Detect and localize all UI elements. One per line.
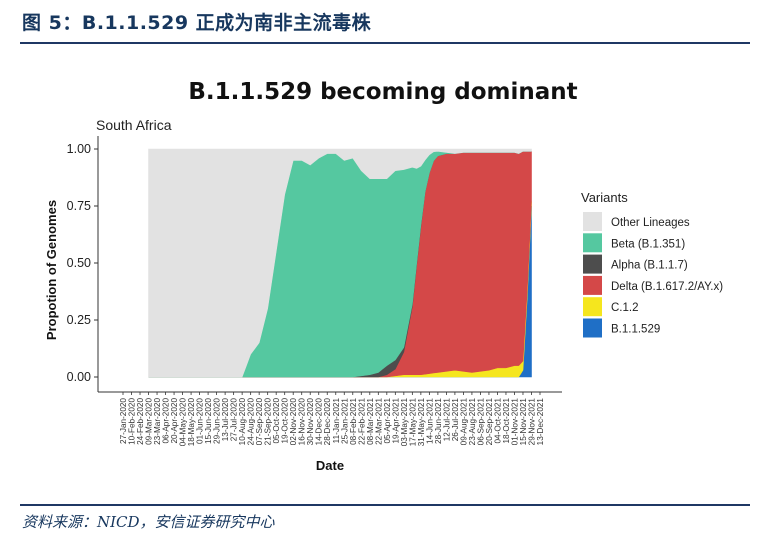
x-tick-label: 28-Dec-2020 [323,398,332,446]
legend: Variants Other Lineages Beta (B.1.351) Alp… [581,190,723,338]
x-axis-label: Date [316,458,344,473]
top-divider [20,42,750,44]
x-tick-label: 10-Aug-2020 [238,398,247,446]
x-tick-label: 08-Feb-2021 [349,398,358,445]
x-tick-label: 23-Mar-2020 [153,398,162,445]
x-tick-label: 16-Nov-2020 [298,398,307,446]
y-axis: 0.00 0.25 0.50 0.75 1.00 [67,136,99,392]
x-tick-label: 06-Sep-2021 [476,398,485,446]
legend-label-beta: Beta (B.1.351) [611,238,685,250]
x-tick-label: 28-Jun-2021 [434,398,443,444]
y-axis-label: Propotion of Genomes [44,200,59,340]
x-tick-label: 29-Jun-2020 [213,398,222,444]
x-tick-label: 04-May-2020 [179,398,188,447]
legend-swatch-c12 [583,297,602,317]
x-tick-label: 14-Dec-2020 [315,398,324,446]
y-tick-label: 0.50 [67,256,91,270]
x-tick-label: 05-Oct-2020 [272,398,281,444]
x-tick-label: 24-Aug-2020 [247,398,256,446]
x-tick-label: 17-May-2021 [408,398,417,447]
y-tick-label: 1.00 [67,142,91,156]
bottom-divider [20,504,750,506]
legend-swatch-other [583,212,602,231]
chart-title: B.1.1.529 becoming dominant [188,79,577,105]
x-tick-label: 31-May-2021 [417,398,426,447]
x-tick-label: 13-Jul-2020 [221,398,230,442]
x-tick-label: 15-Jun-2020 [204,398,213,444]
x-tick-label: 19-Apr-2021 [391,398,400,444]
x-tick-label: 09-Mar-2020 [145,398,154,445]
legend-label-delta: Delta (B.1.617.2/AY.x) [611,281,723,293]
x-tick-label: 26-Jul-2021 [451,398,460,442]
x-tick-label: 11-Jan-2021 [332,398,341,444]
source-note: 资料来源：NICD，安信证券研究中心 [22,513,275,531]
x-tick-label: 03-May-2021 [400,398,409,447]
stacked-areas [148,148,532,378]
x-tick-label: 27-Jul-2020 [230,398,239,442]
x-tick-label: 01-Jun-2020 [196,398,205,444]
x-tick-label: 30-Nov-2020 [306,398,315,446]
x-tick-label: 20-Sep-2021 [485,398,494,446]
x-tick-label: 05-Apr-2021 [383,398,392,444]
x-tick-label: 08-Mar-2021 [366,398,375,445]
x-tick-label: 12-Jul-2021 [442,398,451,442]
x-tick-label: 25-Jan-2021 [340,398,349,444]
x-tick-label: 21-Sep-2020 [264,398,273,446]
area-other [148,148,532,378]
y-tick-label: 0.00 [67,370,91,384]
y-tick-label: 0.75 [67,199,91,213]
x-tick-label: 13-Dec-2021 [536,398,545,446]
x-axis: 27-Jan-2020 10-Feb-2020 24-Feb-2020 09-Mar-… [98,391,562,447]
legend-swatch-beta [583,233,602,253]
x-tick-label: 24-Feb-2020 [136,398,145,445]
legend-label-c12: C.1.2 [611,302,639,314]
chart-subtitle: South Africa [96,117,172,133]
x-tick-label: 19-Oct-2020 [281,398,290,444]
x-tick-label: 22-Mar-2021 [374,398,383,445]
legend-label-alpha: Alpha (B.1.1.7) [611,260,688,272]
x-tick-label: 07-Sep-2020 [255,398,264,446]
x-tick-label: 23-Aug-2021 [468,398,477,446]
x-tick-label: 20-Apr-2020 [170,398,179,444]
legend-label-other: Other Lineages [611,217,690,229]
x-tick-label: 01-Nov-2021 [510,398,519,446]
x-tick-label: 29-Nov-2021 [527,398,536,446]
figure-caption: 图 5：B.1.1.529 正成为南非主流毒株 [22,12,372,34]
legend-swatch-delta [583,275,602,295]
x-tick-label: 02-Nov-2020 [289,398,298,446]
x-tick-label: 22-Feb-2021 [357,398,366,445]
x-tick-label: 27-Jan-2020 [119,398,128,444]
x-tick-label: 09-Aug-2021 [459,398,468,446]
x-tick-label: 10-Feb-2020 [128,398,137,445]
legend-title: Variants [581,190,628,205]
y-tick-label: 0.25 [67,313,91,327]
x-tick-label: 18-Oct-2021 [502,398,511,444]
legend-label-omicron: B.1.1.529 [611,324,660,336]
legend-swatch-alpha [583,254,602,274]
x-tick-label: 15-Nov-2021 [519,398,528,446]
x-tick-label: 14-Jun-2021 [425,398,434,444]
x-tick-label: 06-Apr-2020 [162,398,171,444]
legend-swatch-omicron [583,318,602,338]
x-tick-label: 18-May-2020 [187,398,196,447]
area-chart: B.1.1.529 becoming dominant South Africa… [44,79,723,473]
x-tick-label: 04-Oct-2021 [493,398,502,444]
